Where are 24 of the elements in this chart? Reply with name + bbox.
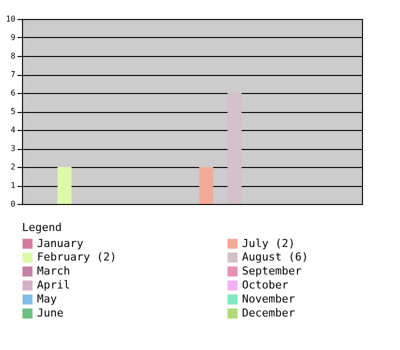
y-tick-label: 3 (10, 144, 16, 153)
legend-label: May (37, 292, 58, 306)
y-tick-label: 2 (10, 162, 16, 172)
legend-label: December (242, 306, 296, 320)
y-tick-label: 6 (10, 88, 16, 98)
legend-label: October (242, 278, 289, 292)
y-tick-label: 4 (10, 126, 16, 134)
legend-label: July (2) (242, 236, 295, 250)
y-tick-label: 8 (10, 52, 16, 60)
y-tick-label: 5 (10, 107, 16, 116)
legend-label: February (2) (37, 250, 116, 264)
y-tick-label: 0 (10, 200, 16, 208)
legend-title: Legend (22, 221, 62, 234)
legend-label: January (37, 236, 84, 250)
legend-label: September (242, 264, 302, 278)
y-tick-label: 10 (6, 14, 16, 24)
legend-label: June (37, 306, 64, 320)
y-tick-label: 7 (10, 70, 16, 79)
y-tick-label: 1 (10, 181, 16, 190)
legend-label: August (6) (242, 250, 308, 264)
legend-label: March (37, 264, 70, 278)
legend-label: November (242, 292, 296, 306)
legend-label: April (37, 278, 70, 292)
y-tick-label: 9 (10, 33, 16, 42)
